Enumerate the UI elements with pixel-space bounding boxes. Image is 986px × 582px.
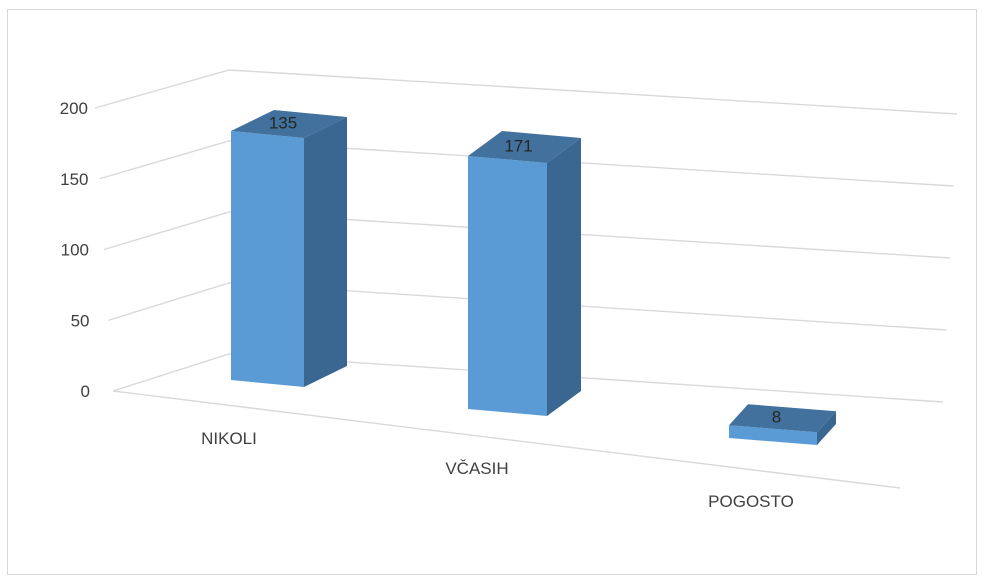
bar-side-NIKOLI xyxy=(304,117,347,387)
bar-front-POGOSTO xyxy=(729,425,817,445)
y-tick-label-0: 0 xyxy=(81,382,90,401)
data-label-POGOSTO: 8 xyxy=(772,408,781,427)
category-label-NIKOLI: NIKOLI xyxy=(201,429,257,448)
bar-front-NIKOLI xyxy=(231,131,304,387)
category-label-POGOSTO: POGOSTO xyxy=(708,492,794,511)
bar-top-NIKOLI xyxy=(231,110,347,138)
data-label-NIKOLI: 135 xyxy=(269,114,297,133)
bars: 135 171 8 xyxy=(231,110,836,445)
floor-front-edge xyxy=(112,390,901,489)
bar-side-VČASIH xyxy=(547,138,581,416)
x-axis-categories: NIKOLI VČASIH POGOSTO xyxy=(201,429,794,511)
gridline-0 xyxy=(112,353,944,403)
gridlines xyxy=(94,69,958,489)
y-tick-label-100: 100 xyxy=(61,241,89,260)
bar-top-POGOSTO xyxy=(729,404,836,433)
bar-top-VČASIH xyxy=(468,131,581,163)
gridline-50 xyxy=(108,282,947,331)
gridline-200 xyxy=(94,69,958,115)
y-axis-ticks: 0 50 100 150 200 xyxy=(60,99,90,401)
gridline-150 xyxy=(99,140,954,187)
category-label-VČASIH: VČASIH xyxy=(445,459,508,478)
data-label-VČASIH: 171 xyxy=(504,137,532,156)
bar-side-POGOSTO xyxy=(817,411,836,445)
gridline-100 xyxy=(103,211,951,259)
y-tick-label-150: 150 xyxy=(60,170,88,189)
bar-front-VČASIH xyxy=(468,156,547,416)
y-tick-label-50: 50 xyxy=(71,311,90,330)
y-tick-label-200: 200 xyxy=(60,99,88,118)
